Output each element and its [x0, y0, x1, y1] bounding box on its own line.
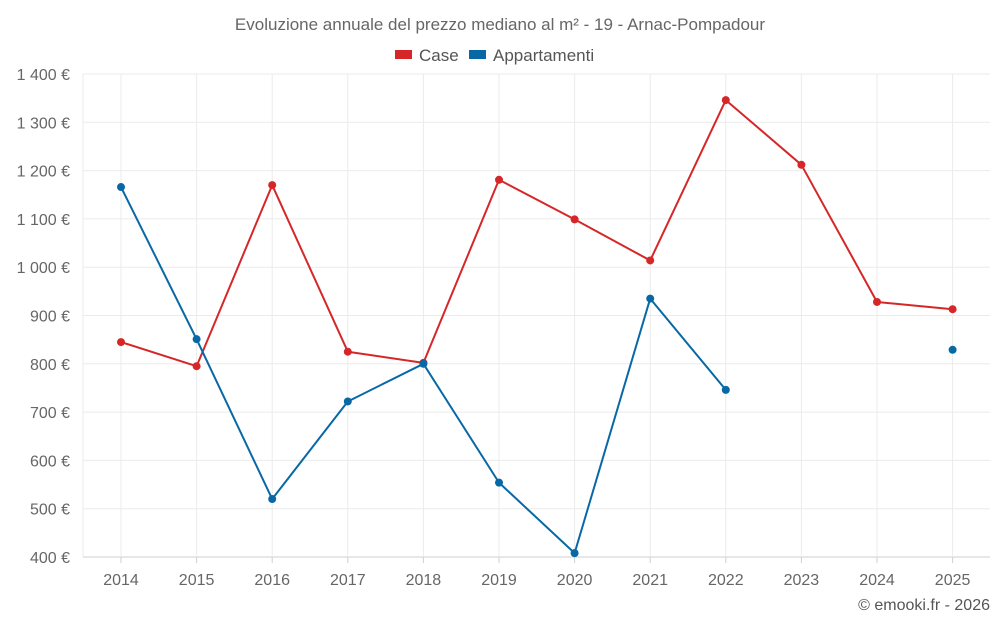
x-axis: 2014 2015 2016 2017 2018 2019 2020 2021 2022 2023… — [103, 557, 970, 589]
chart-title: Evoluzione annuale del prezzo mediano al… — [235, 15, 765, 34]
data-point-appartamenti[interactable] — [117, 183, 125, 192]
legend: Case Appartamenti — [395, 46, 594, 65]
data-point-appartamenti[interactable] — [495, 478, 503, 487]
data-point-case[interactable] — [721, 96, 730, 105]
x-tick-label: 2022 — [708, 572, 744, 589]
data-point-case[interactable] — [873, 297, 881, 306]
data-point-case[interactable] — [797, 160, 806, 169]
y-tick-label: 700 € — [30, 405, 70, 422]
series-line-case — [120, 99, 953, 368]
x-tick-label: 2020 — [557, 572, 593, 589]
data-point-case[interactable] — [268, 181, 277, 190]
data-point-appartamenti[interactable] — [721, 385, 730, 394]
y-tick-label: 400 € — [30, 550, 70, 567]
data-point-appartamenti[interactable] — [343, 397, 352, 406]
data-point-case[interactable] — [192, 362, 201, 371]
data-point-appartamenti[interactable] — [192, 335, 201, 344]
data-point-case[interactable] — [948, 305, 957, 314]
x-tick-label: 2025 — [935, 572, 971, 589]
data-point-case[interactable] — [570, 215, 579, 224]
legend-label-appartamenti: Appartamenti — [493, 46, 594, 65]
data-point-case[interactable] — [646, 256, 655, 265]
data-point-case[interactable] — [495, 175, 503, 184]
data-point-appartamenti[interactable] — [948, 345, 957, 354]
x-tick-label: 2021 — [632, 572, 668, 589]
x-tick-label: 2017 — [330, 572, 366, 589]
series-layer — [117, 96, 957, 558]
copyright-footer: © emooki.fr - 2026 — [858, 597, 990, 614]
data-point-case[interactable] — [117, 338, 125, 347]
y-axis: 400 € 500 € 600 € 700 € 800 € 900 € 1 000 € 1 1… — [17, 67, 70, 567]
y-tick-label: 1 000 € — [17, 260, 70, 277]
x-tick-label: 2016 — [254, 572, 290, 589]
legend-swatch-appartamenti — [469, 50, 486, 59]
data-point-case[interactable] — [343, 347, 352, 356]
y-tick-label: 1 100 € — [17, 212, 70, 229]
y-tick-label: 800 € — [30, 357, 70, 374]
legend-label-case: Case — [419, 46, 459, 65]
y-tick-label: 1 400 € — [17, 67, 70, 84]
y-tick-label: 500 € — [30, 502, 70, 519]
data-point-appartamenti[interactable] — [419, 359, 428, 368]
x-tick-label: 2014 — [103, 572, 139, 589]
x-tick-label: 2024 — [859, 572, 895, 589]
x-tick-label: 2019 — [481, 572, 517, 589]
data-point-appartamenti[interactable] — [268, 495, 277, 504]
data-point-appartamenti[interactable] — [570, 549, 579, 558]
data-point-appartamenti[interactable] — [646, 294, 655, 303]
y-tick-label: 900 € — [30, 309, 70, 326]
y-tick-label: 1 300 € — [17, 115, 70, 132]
x-tick-label: 2023 — [784, 572, 820, 589]
x-tick-label: 2018 — [406, 572, 442, 589]
legend-swatch-case — [395, 50, 412, 59]
y-tick-label: 1 200 € — [17, 164, 70, 181]
gridlines — [82, 73, 990, 558]
x-tick-label: 2015 — [179, 572, 215, 589]
y-tick-label: 600 € — [30, 453, 70, 470]
